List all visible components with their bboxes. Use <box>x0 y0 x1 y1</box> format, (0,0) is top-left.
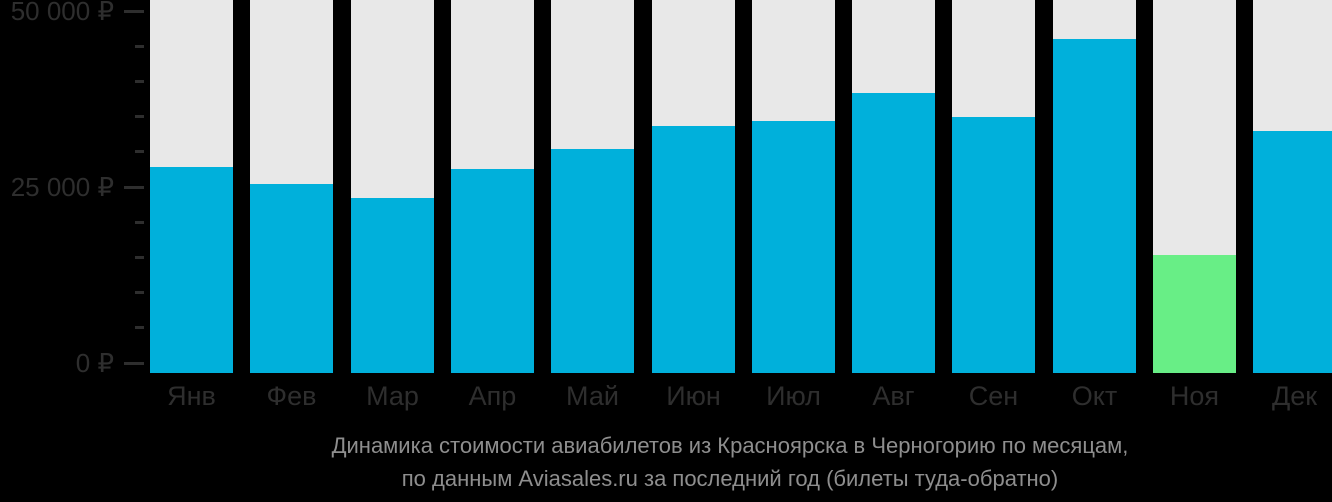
month-label: Фев <box>266 381 317 411</box>
y-axis-label: 50 000 ₽ <box>10 0 114 26</box>
y-axis-major-tick <box>124 185 144 189</box>
month-label: Июн <box>666 381 721 411</box>
month-label: Авг <box>872 381 915 411</box>
price-bar <box>451 169 534 373</box>
month-column <box>451 0 534 373</box>
y-axis-label: 0 ₽ <box>75 348 114 378</box>
month-column <box>351 0 434 373</box>
price-bar-highlighted <box>1153 255 1236 373</box>
month-column <box>1253 0 1332 373</box>
month-label: Ноя <box>1169 381 1220 411</box>
month-column <box>1153 0 1236 373</box>
y-axis-minor-tick <box>135 220 144 224</box>
price-bar <box>752 121 835 373</box>
price-bar <box>652 126 735 373</box>
price-bar <box>551 149 634 373</box>
month-label: Сен <box>968 381 1019 411</box>
caption-line-1: Динамика стоимости авиабилетов из Красно… <box>331 433 1129 458</box>
price-bar <box>952 117 1035 373</box>
y-axis-minor-tick <box>135 326 144 330</box>
price-bar <box>852 93 935 373</box>
caption-line-2: по данным Aviasales.ru за последний год … <box>401 466 1059 491</box>
month-label: Апр <box>468 381 517 411</box>
chart-caption: Динамика стоимости авиабилетов из Красно… <box>150 429 1310 495</box>
price-bar <box>351 198 434 373</box>
month-column <box>551 0 634 373</box>
price-bar <box>1253 131 1332 373</box>
month-label: Мар <box>366 381 419 411</box>
month-column <box>852 0 935 373</box>
y-axis-major-tick <box>124 9 144 13</box>
y-axis-minor-tick <box>135 44 144 48</box>
month-column <box>752 0 835 373</box>
month-label: Дек <box>1271 381 1318 411</box>
month-column <box>952 0 1035 373</box>
month-label: Июл <box>766 381 821 411</box>
y-axis-minor-tick <box>135 150 144 154</box>
price-bar <box>250 184 333 373</box>
month-column <box>150 0 233 373</box>
y-axis-minor-tick <box>135 255 144 259</box>
month-label: Янв <box>167 381 216 411</box>
month-column <box>1053 0 1136 373</box>
price-bar <box>150 167 233 373</box>
y-axis-label: 25 000 ₽ <box>10 172 114 202</box>
y-axis-minor-tick <box>135 79 144 83</box>
month-label: Май <box>566 381 619 411</box>
y-axis-major-tick <box>124 361 144 365</box>
y-axis-minor-tick <box>135 115 144 119</box>
price-bar <box>1053 39 1136 373</box>
month-column <box>250 0 333 373</box>
y-axis-minor-tick <box>135 291 144 295</box>
month-column <box>652 0 735 373</box>
month-label: Окт <box>1071 381 1118 411</box>
